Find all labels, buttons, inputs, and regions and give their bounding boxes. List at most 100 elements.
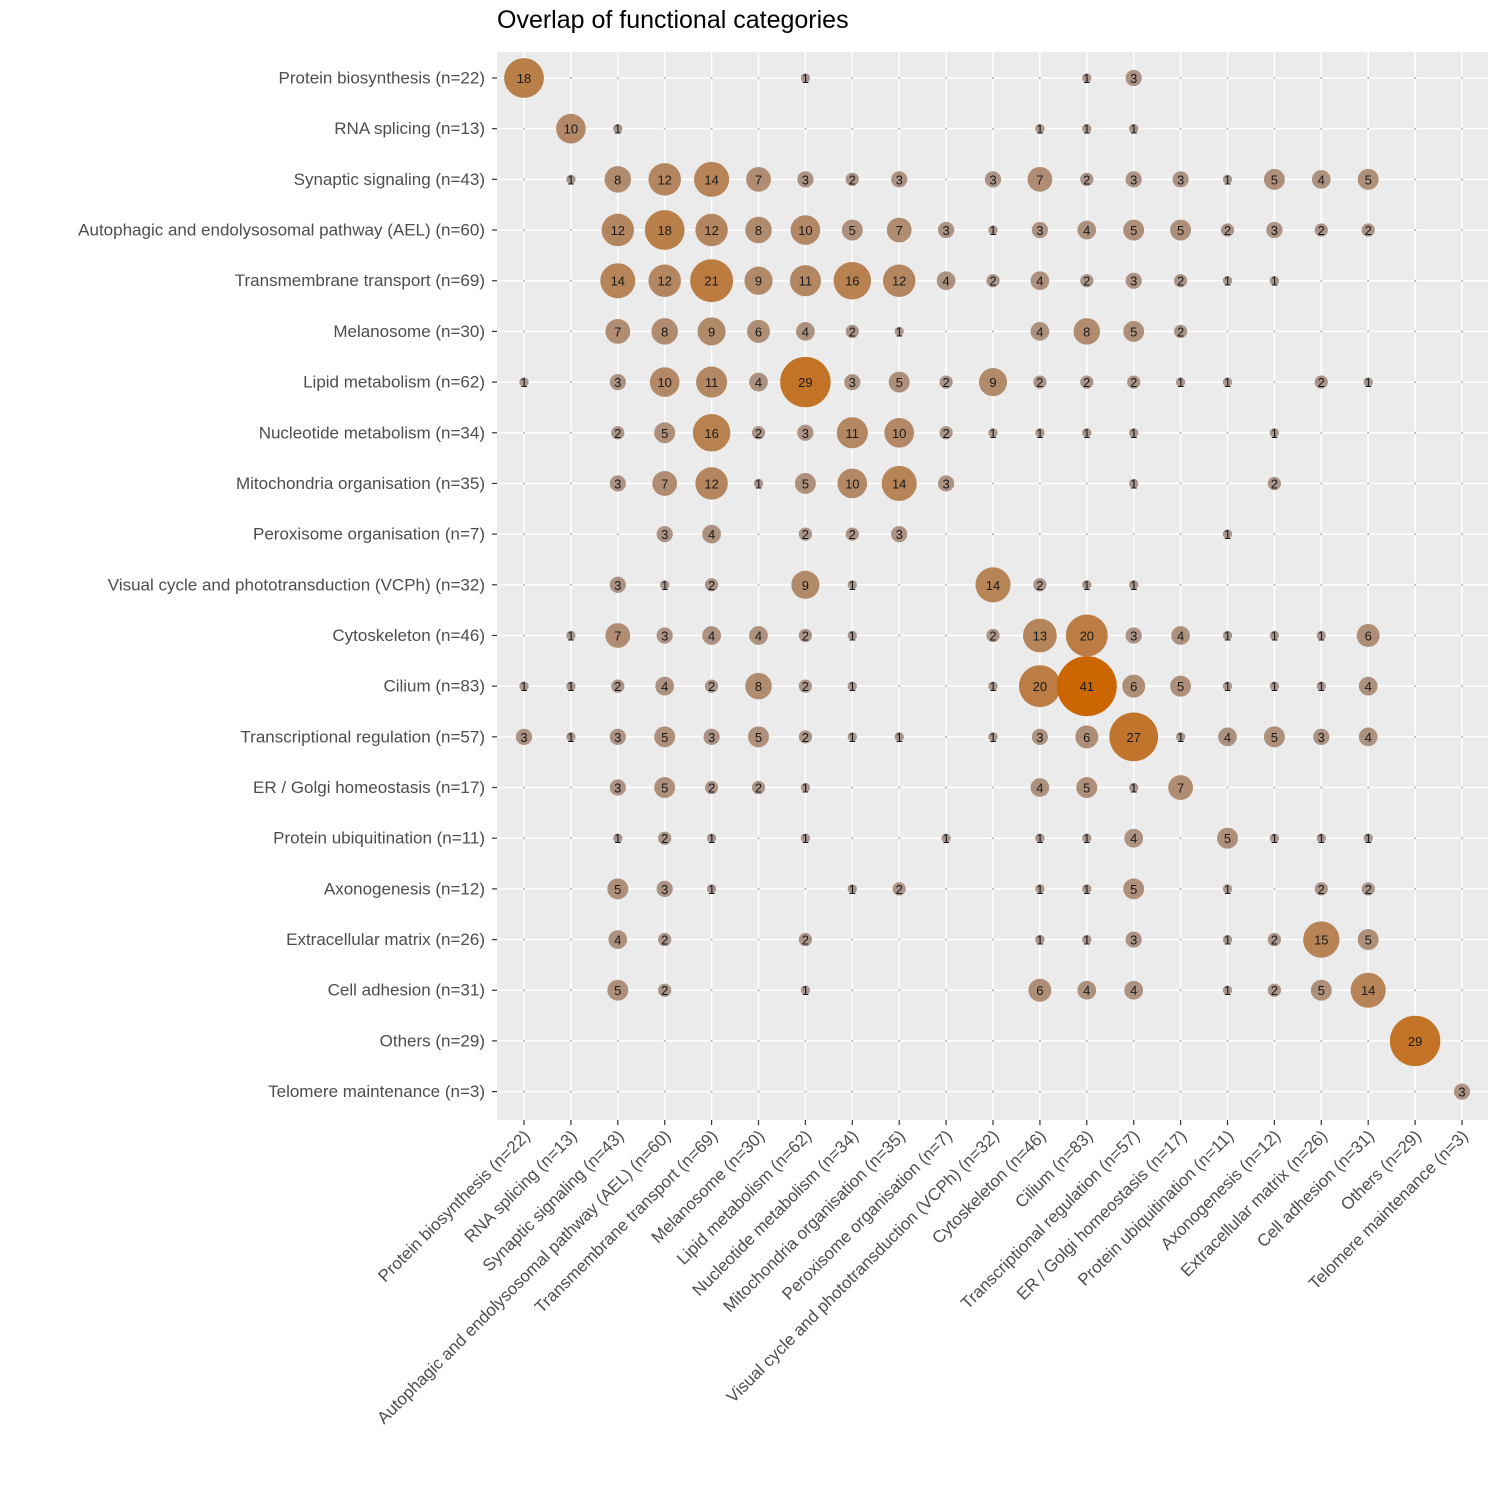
empty-point — [898, 127, 901, 130]
bubble — [566, 732, 576, 742]
empty-point — [1414, 583, 1417, 586]
bubble — [1035, 833, 1045, 843]
bubble-value-label: 1 — [708, 882, 715, 897]
bubble — [1267, 983, 1282, 997]
bubble-value-label: 2 — [1177, 324, 1184, 339]
empty-point — [991, 938, 995, 941]
bubble-value-label: 2 — [802, 628, 809, 643]
bubble — [988, 732, 998, 742]
empty-point — [522, 533, 526, 536]
bubble — [789, 265, 821, 297]
empty-point — [991, 330, 995, 333]
bubble — [1123, 878, 1145, 900]
bubble — [1129, 782, 1139, 793]
empty-point — [757, 989, 760, 992]
empty-point — [1038, 76, 1041, 80]
empty-point — [1414, 228, 1417, 232]
empty-point — [1460, 685, 1464, 688]
bubble — [1080, 375, 1094, 389]
bubble — [978, 368, 1008, 397]
bubble-value-label: 2 — [802, 933, 809, 948]
bubble — [1124, 980, 1144, 1000]
bubble-value-label: 1 — [520, 679, 527, 694]
y-tick-label: Nucleotide metabolism (n=34) — [259, 423, 485, 442]
bubble — [1125, 272, 1142, 289]
empty-point — [1320, 127, 1323, 130]
bubble-value-label: 2 — [661, 933, 668, 948]
empty-point — [1367, 533, 1370, 536]
bubble-value-label: 3 — [1130, 274, 1137, 289]
bubble-value-label: 2 — [849, 527, 856, 542]
y-axis-ticks — [492, 77, 497, 1093]
bubble-value-label: 5 — [1130, 223, 1137, 238]
bubble-value-label: 1 — [1224, 274, 1231, 289]
bubble — [797, 424, 814, 441]
bubble-value-label: 2 — [989, 274, 996, 289]
bubble — [988, 681, 998, 691]
bubble — [608, 930, 628, 949]
empty-point — [522, 583, 526, 586]
empty-point — [569, 837, 573, 840]
y-tick-label: Cytoskeleton (n=46) — [332, 626, 485, 645]
x-axis-labels: Protein biosynthesis (n=22)RNA splicing … — [373, 1126, 1471, 1427]
bubble-value-label: 1 — [1036, 122, 1043, 137]
empty-point — [1414, 279, 1417, 282]
bubble-value-label: 5 — [1318, 983, 1325, 998]
bubble-value-label: 1 — [1271, 679, 1278, 694]
bubble — [556, 113, 586, 144]
y-tick-label: Cell adhesion (n=31) — [328, 981, 485, 1000]
bubble — [1175, 732, 1186, 742]
bubble-value-label: 1 — [755, 476, 762, 491]
empty-point — [991, 76, 995, 80]
bubble — [706, 884, 717, 894]
bubble — [515, 728, 533, 745]
bubble — [611, 679, 625, 693]
bubble — [656, 627, 673, 644]
bubble — [1031, 221, 1049, 239]
bubble — [798, 628, 813, 643]
bubble — [1266, 221, 1283, 239]
empty-point — [1038, 533, 1041, 536]
bubble-value-label: 1 — [567, 628, 574, 643]
empty-point — [945, 1090, 948, 1093]
bubble — [1082, 580, 1092, 590]
bubble-value-label: 27 — [1126, 730, 1140, 745]
bubble-value-label: 1 — [1130, 426, 1137, 441]
bubble-value-label: 4 — [1318, 172, 1325, 187]
bubble-value-label: 1 — [1083, 933, 1090, 948]
bubble — [1363, 377, 1373, 387]
bubble — [847, 681, 857, 691]
empty-point — [569, 786, 573, 789]
empty-point — [1273, 330, 1276, 333]
bubble-value-label: 2 — [1036, 578, 1043, 593]
bubble-value-label: 41 — [1080, 679, 1094, 694]
bubble-value-label: 1 — [1036, 882, 1043, 897]
bubble — [1082, 934, 1092, 945]
empty-point — [1414, 533, 1417, 536]
bubble-value-label: 1 — [1224, 375, 1231, 390]
empty-point — [1226, 786, 1229, 789]
bubble-value-label: 2 — [1130, 375, 1137, 390]
empty-point — [945, 76, 948, 80]
bubble — [1222, 276, 1233, 286]
empty-point — [1273, 1090, 1276, 1093]
bubble-value-label: 5 — [1177, 223, 1184, 238]
bubble-value-label: 9 — [708, 324, 715, 339]
bubble — [1075, 725, 1099, 749]
bubble-value-label: 1 — [1224, 527, 1231, 542]
bubble-value-label: 2 — [614, 426, 621, 441]
bubble-value-label: 5 — [896, 375, 903, 390]
bubble — [695, 213, 728, 247]
empty-point — [1320, 279, 1323, 282]
bubble-value-label: 2 — [1083, 274, 1090, 289]
bubble — [941, 833, 951, 843]
bubble — [609, 779, 626, 796]
bubble — [1082, 428, 1092, 438]
empty-point — [1414, 330, 1417, 333]
bubble-value-label: 2 — [661, 831, 668, 846]
bubble — [1123, 219, 1145, 241]
empty-point — [1414, 938, 1417, 941]
y-tick-label: Cilium (n=83) — [383, 677, 485, 696]
empty-point — [757, 1090, 760, 1093]
bubble-value-label: 3 — [1318, 730, 1325, 745]
